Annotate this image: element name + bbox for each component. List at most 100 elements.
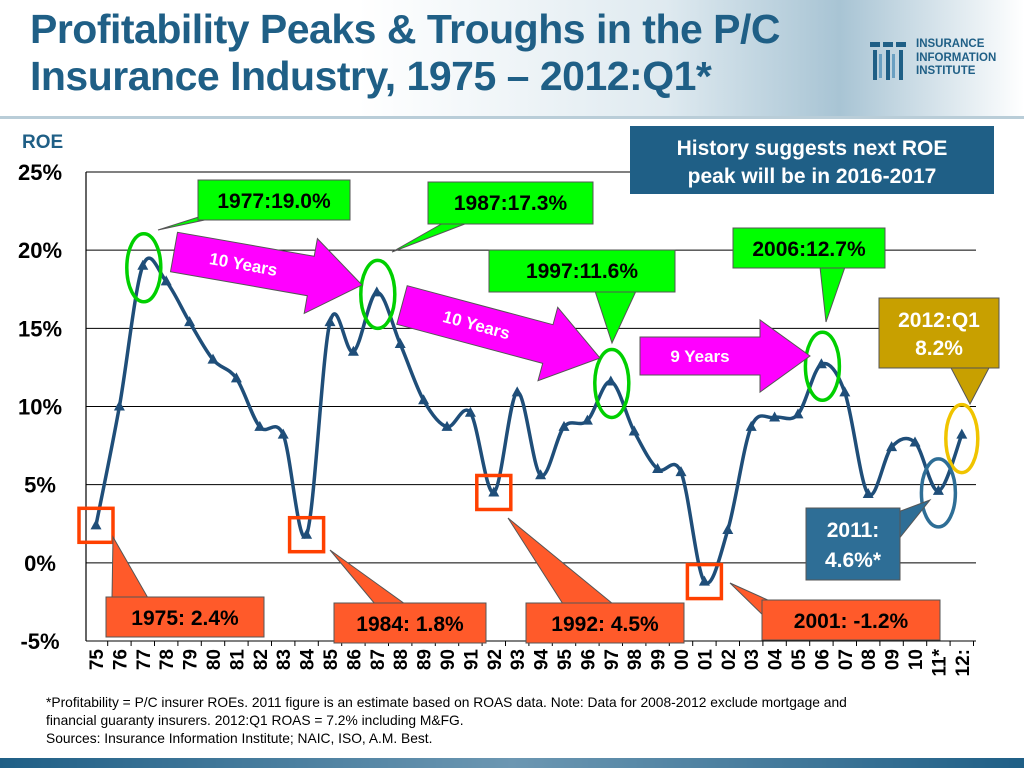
peak-callout-box (427, 181, 594, 225)
roe-data-point (792, 408, 804, 419)
roe-data-point (862, 488, 874, 499)
peak-callout-tail (819, 266, 846, 323)
x-tick-label: 09 (883, 649, 904, 670)
logo-line3: INSTITUTE (916, 65, 976, 77)
trough-callout-box (761, 599, 941, 641)
roe-data-point (394, 337, 406, 348)
trough-marker (287, 515, 326, 554)
logo-line1: INSURANCE (916, 38, 985, 50)
trough-callout-tail (507, 517, 615, 605)
iii-logo: INSURANCE INFORMATION INSTITUTE (868, 38, 1008, 84)
roe-data-point (207, 353, 219, 364)
x-tick-label: 07 (836, 649, 857, 670)
peak-callout-box (732, 227, 886, 269)
x-tick-label: 77 (134, 649, 155, 670)
trough-label: 1992: 4.5% (551, 613, 659, 636)
peak-callout-box (197, 179, 351, 221)
x-tick-label: 87 (368, 649, 389, 670)
interval-arrow: 10 Years (396, 285, 601, 382)
iii-logo-icon (870, 42, 906, 80)
latest-label-line1: 2012:Q1 (898, 309, 980, 332)
page-title-line1: Profitability Peaks & Troughs in the P/C (30, 6, 781, 52)
trough-marker (77, 506, 115, 545)
y-tick-label: 20% (18, 238, 62, 263)
logo-line2: INFORMATION (916, 51, 997, 64)
latest-marker (944, 402, 980, 475)
peak-marker (359, 258, 397, 331)
roe-data-point (230, 372, 242, 383)
x-tick-label: 82 (251, 649, 272, 670)
roe-data-point (675, 466, 687, 477)
x-tick-label: 99 (649, 649, 670, 670)
interval-arrow-shape (169, 231, 363, 315)
estimate-label-line1: 2011: (827, 519, 880, 542)
x-tick-label: 98 (625, 649, 646, 670)
latest-label-line2: 8.2% (915, 337, 963, 360)
estimate-marker (919, 457, 958, 529)
roe-data-point (815, 358, 827, 369)
roe-data-point (558, 420, 570, 431)
y-tick-label: 0% (24, 551, 56, 576)
trough-callout-box (525, 602, 685, 644)
x-tick-label: 86 (344, 649, 365, 670)
trough-callout-box (333, 602, 487, 644)
roe-data-point (652, 463, 664, 474)
interval-arrow: 10 Years (169, 231, 363, 315)
page-title: Profitability Peaks & Troughs in the P/C… (30, 6, 850, 100)
x-tick-label: 00 (672, 649, 693, 670)
x-tick-label: 89 (415, 649, 436, 670)
footnote-line1: *Profitability = P/C insurer ROEs. 2011 … (46, 695, 847, 710)
roe-data-point (160, 275, 172, 286)
x-tick-label: 08 (859, 649, 880, 670)
roe-data-point (745, 420, 757, 431)
estimate-callout-box (805, 507, 901, 581)
roe-data-point (301, 528, 313, 539)
x-tick-label: 75 (87, 649, 108, 671)
roe-data-point (535, 469, 547, 480)
page-title-line2: Insurance Industry, 1975 – 2012:Q1* (30, 53, 712, 99)
iii-logo-text: INSURANCE INFORMATION INSTITUTE (916, 38, 996, 79)
roe-data-point (956, 428, 968, 439)
roe-data-point (347, 345, 359, 356)
trough-label: 1975: 2.4% (131, 607, 239, 630)
interval-arrow-label: 9 Years (670, 347, 729, 366)
history-callout-box (630, 126, 994, 194)
latest-callout-box (878, 297, 1000, 369)
footnote: *Profitability = P/C insurer ROEs. 2011 … (46, 694, 996, 748)
history-callout-line1: History suggests next ROE (677, 137, 948, 160)
x-tick-label: 88 (391, 649, 412, 670)
roe-data-point (113, 400, 125, 411)
x-tick-label: 90 (438, 649, 459, 670)
roe-data-point (722, 524, 734, 535)
peak-marker (803, 330, 842, 403)
x-tick-label: 12: (953, 649, 974, 676)
interval-arrow-shape (639, 318, 811, 394)
y-tick-label: 10% (18, 395, 62, 420)
roe-data-point (932, 484, 944, 495)
y-tick-label: 25% (18, 160, 62, 185)
trough-label: 1984: 1.8% (356, 613, 464, 636)
roe-data-point (581, 414, 593, 425)
x-tick-label: 94 (532, 649, 553, 671)
roe-data-point (418, 394, 430, 405)
x-tick-label: 96 (578, 649, 599, 670)
roe-data-point (184, 316, 196, 327)
x-tick-label: 03 (742, 649, 763, 670)
x-tick-label: 80 (204, 649, 225, 670)
roe-data-point (277, 428, 289, 439)
x-tick-label: 11* (929, 648, 950, 676)
x-tick-label: 95 (555, 649, 576, 671)
y-tick-label: 15% (18, 316, 62, 341)
latest-callout-tail (949, 365, 991, 406)
footnote-line2: financial guaranty insurers. 2012:Q1 ROA… (46, 713, 464, 728)
roe-data-point (605, 375, 617, 386)
x-tick-label: 10 (906, 649, 927, 670)
interval-arrow-shape (396, 285, 601, 382)
header-divider (0, 116, 1024, 119)
peak-marker (593, 347, 631, 420)
roe-data-point (90, 519, 102, 530)
x-tick-label: 01 (695, 649, 716, 671)
y-axis-label: ROE (22, 132, 63, 153)
roe-data-point (441, 420, 453, 431)
